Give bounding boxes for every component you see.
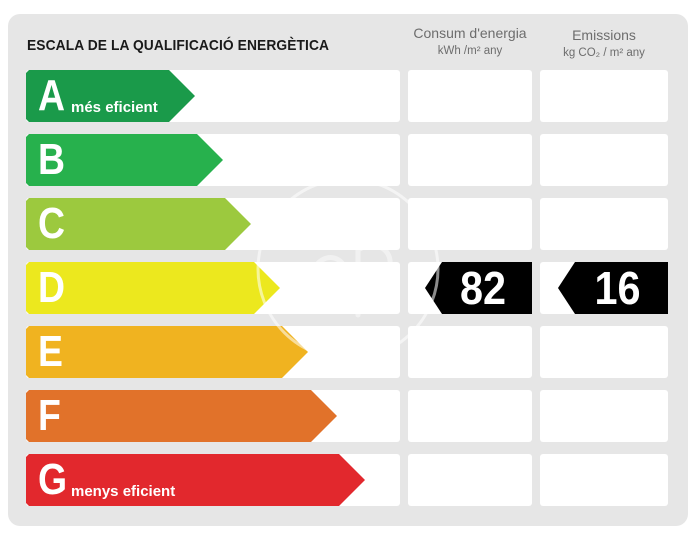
rating-arrow-e: E <box>26 326 308 378</box>
emissions-cell-f <box>540 390 668 442</box>
emissions-value-text: 16 <box>594 262 641 314</box>
consum-cell-c <box>408 198 532 250</box>
consum-cell-b <box>408 134 532 186</box>
emissions-column-unit: kg CO₂ / m² any <box>563 47 645 59</box>
emissions-column-label: Emissions <box>572 27 636 43</box>
consum-column-unit: kWh /m² any <box>437 45 503 57</box>
rating-arrow-b: B <box>26 134 223 186</box>
rating-letter-g: G <box>38 455 68 504</box>
rating-letter-c: C <box>38 199 66 248</box>
emissions-cell-c <box>540 198 668 250</box>
rating-arrow-c: C <box>26 198 251 250</box>
consum-column-label: Consum d'energia <box>413 25 527 41</box>
emissions-cell-a <box>540 70 668 122</box>
rating-letter-f: F <box>38 391 61 440</box>
rating-note-g: menys eficient <box>71 483 176 500</box>
rating-letter-a: A <box>38 71 66 120</box>
consum-cell-f <box>408 390 532 442</box>
rating-letter-d: D <box>38 263 66 312</box>
emissions-value-indicator: 16 <box>558 262 668 314</box>
consum-value-indicator: 82 <box>425 262 532 314</box>
rating-letter-b: B <box>38 135 66 184</box>
consum-column-header: Consum d'energia kWh /m² any <box>408 24 532 60</box>
consum-cell-a <box>408 70 532 122</box>
emissions-cell-e <box>540 326 668 378</box>
consum-cell-e <box>408 326 532 378</box>
rating-note-a: més eficient <box>71 99 158 116</box>
emissions-cell-b <box>540 134 668 186</box>
consum-cell-g <box>408 454 532 506</box>
rating-arrow-d: D <box>26 262 280 314</box>
emissions-cell-g <box>540 454 668 506</box>
scale-title: ESCALA DE LA QUALIFICACIÓ ENERGÈTICA <box>27 37 330 54</box>
emissions-column-header: Emissions kg CO₂ / m² any <box>540 26 668 62</box>
rating-letter-e: E <box>38 327 63 376</box>
consum-value-text: 82 <box>459 262 507 314</box>
rating-arrow-f: F <box>26 390 337 442</box>
